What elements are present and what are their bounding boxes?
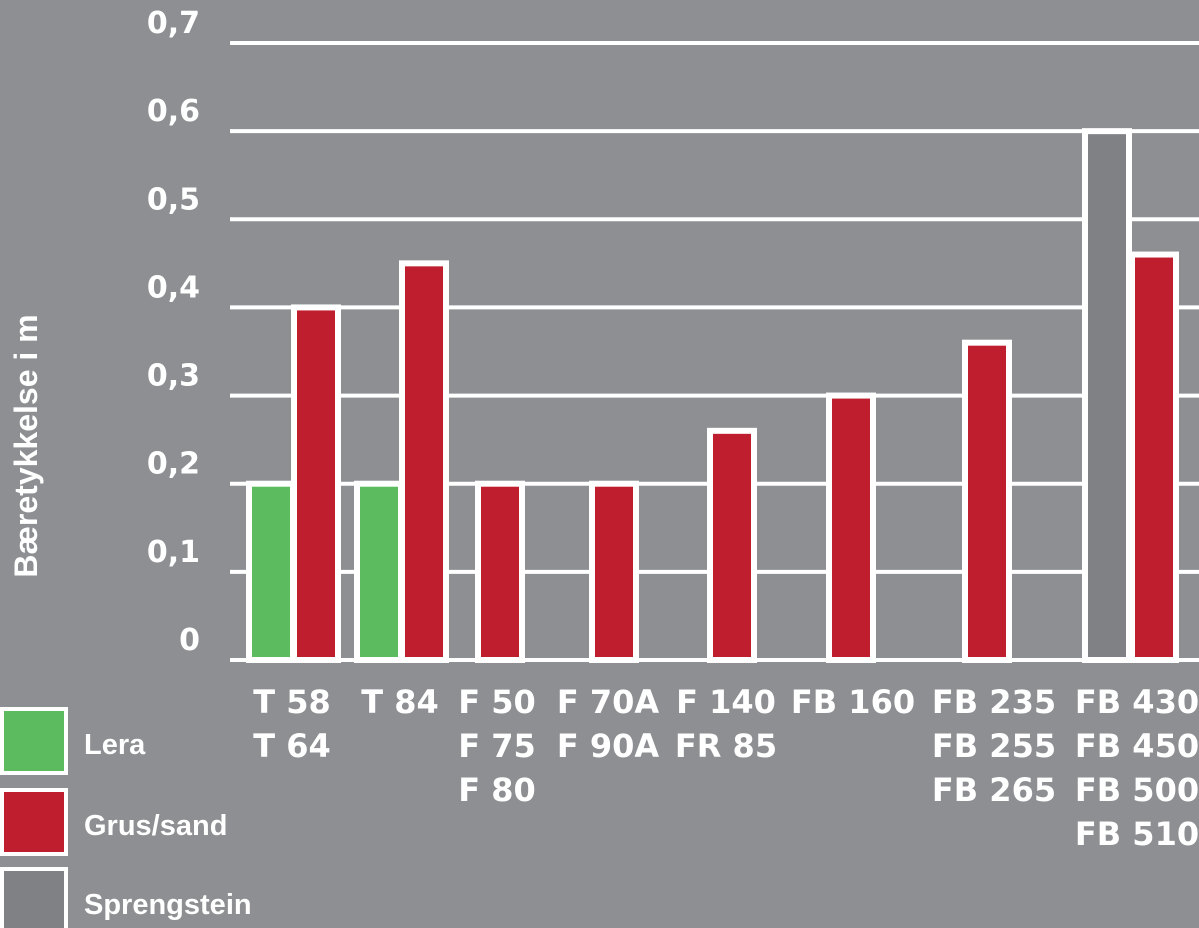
bar-grus-sand <box>962 339 1012 663</box>
y-tick-label: 0,5 <box>147 182 200 217</box>
bar-grus-sand <box>826 392 876 663</box>
category-label: F 90A <box>557 727 660 765</box>
category-label: FB 450 <box>1075 727 1199 765</box>
category-label: FB 265 <box>932 771 1056 809</box>
bars <box>246 128 1179 664</box>
legend: Lera Grus/sand Sprengstein <box>0 707 252 928</box>
bar-grus-sand <box>707 427 757 664</box>
category-label: T 58 <box>253 683 331 721</box>
legend-swatch <box>0 707 68 775</box>
y-tick-label: 0,6 <box>147 94 200 129</box>
category-label: FR 85 <box>675 727 777 765</box>
y-tick-label: 0,4 <box>147 270 200 305</box>
category-labels: T 58 T 64 T 84 F 50 F 75 F 80 F 70A F 90A F 140 F… <box>253 683 1199 853</box>
bar-grus-sand <box>1129 251 1179 664</box>
category-label: F 80 <box>458 771 536 809</box>
category-label: F 75 <box>458 727 536 765</box>
legend-swatch <box>0 788 68 856</box>
category-label: F 50 <box>458 683 536 721</box>
category-label: FB 430 <box>1075 683 1199 721</box>
category-label: F 140 <box>676 683 776 721</box>
legend-label: Lera <box>84 729 146 761</box>
bar-lera <box>246 480 296 664</box>
category-label: T 84 <box>361 683 439 721</box>
category-label: FB 255 <box>932 727 1056 765</box>
y-tick-label: 0,2 <box>147 447 200 482</box>
bar-lera <box>354 480 404 664</box>
category-label: FB 500 <box>1075 771 1199 809</box>
bar-grus-sand <box>291 304 341 663</box>
bar-sprengstein <box>1082 128 1132 663</box>
category-label: FB 235 <box>932 683 1056 721</box>
category-label: T 64 <box>253 727 331 765</box>
y-tick-label: 0,1 <box>147 535 200 570</box>
legend-label: Grus/sand <box>84 810 227 842</box>
y-tick-label: 0 <box>179 623 200 658</box>
bar-grus-sand <box>399 260 449 663</box>
y-tick-labels: 0 0,1 0,2 0,3 0,4 0,5 0,6 0,7 <box>147 6 200 658</box>
y-tick-label: 0,3 <box>147 359 200 394</box>
category-label: FB 160 <box>791 683 915 721</box>
bar-grus-sand <box>475 480 525 664</box>
category-label: FB 510 <box>1075 815 1199 853</box>
legend-swatch <box>0 867 68 928</box>
category-label: F 70A <box>557 683 660 721</box>
bar-grus-sand <box>589 480 639 664</box>
legend-label: Sprengstein <box>84 889 252 921</box>
y-axis-label: Bæretykkelse i m <box>8 314 44 577</box>
y-tick-label: 0,7 <box>147 6 200 41</box>
